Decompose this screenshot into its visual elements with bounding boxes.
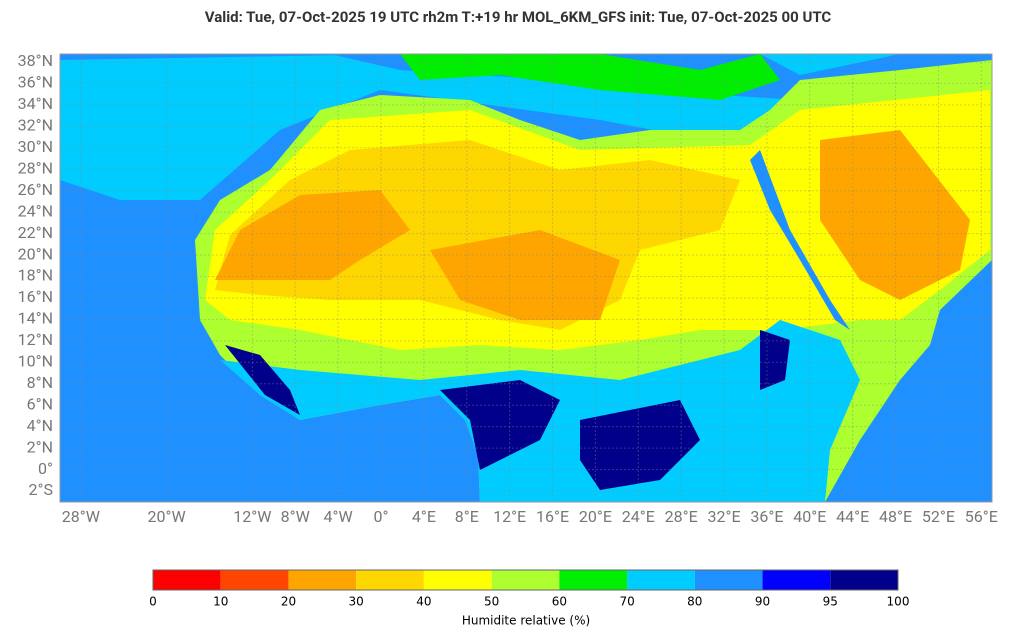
lat-label: 16°N — [18, 287, 53, 306]
lon-label: 36°E — [750, 507, 783, 526]
lat-label: 2°S — [29, 480, 53, 499]
lon-label: 56°E — [965, 507, 998, 526]
lat-label: 38°N — [18, 51, 53, 70]
lon-label: 20°W — [148, 507, 186, 526]
lon-label: 16°E — [536, 507, 569, 526]
lon-label: 48°E — [879, 507, 912, 526]
very-dry — [215, 130, 970, 320]
colorbar-segment — [830, 570, 898, 590]
colorbar-tick-label: 0 — [149, 595, 157, 609]
red-sea — [750, 150, 850, 330]
lat-label: 18°N — [18, 266, 53, 285]
lat-label: 4°N — [27, 416, 53, 435]
map — [59, 53, 993, 503]
lat-label: 36°N — [18, 73, 53, 92]
colorbar-tick-label: 20 — [281, 595, 296, 609]
colorbar-segment — [694, 570, 763, 590]
lon-label: 20°E — [579, 507, 612, 526]
lat-label: 34°N — [18, 94, 53, 113]
lon-label: 32°E — [708, 507, 741, 526]
lat-label: 6°N — [27, 394, 53, 413]
lat-label: 14°N — [18, 309, 53, 328]
colorbar-segment — [220, 570, 289, 590]
colorbar-tick-label: 70 — [619, 595, 634, 609]
colorbar-tick-label: 30 — [349, 595, 364, 609]
lon-label: 24°E — [622, 507, 655, 526]
lat-label: 12°N — [18, 330, 53, 349]
colorbar-segment — [559, 570, 628, 590]
colorbar-segment — [356, 570, 424, 590]
saturated — [225, 330, 790, 490]
lat-label: 22°N — [18, 223, 53, 242]
colorbar-segment — [423, 570, 492, 590]
colorbar-tick-label: 100 — [887, 595, 910, 609]
lat-label: 20°N — [18, 244, 53, 263]
lat-label: 8°N — [27, 373, 53, 392]
lon-label: 44°E — [836, 507, 869, 526]
axes: 38°N 36°N 34°N 32°N 30°N 28°N 26°N 24°N 22°N 20°N… — [18, 51, 998, 526]
lon-label: 28°W — [62, 507, 100, 526]
colorbar-tick-label: 10 — [213, 595, 228, 609]
colorbar-tick-label: 95 — [823, 595, 838, 609]
lat-label: 24°N — [18, 201, 53, 220]
lat-label: 32°N — [18, 116, 53, 135]
lon-label: 12°W — [233, 507, 271, 526]
title: Valid: Tue, 07-Oct-2025 19 UTC rh2m T:+1… — [205, 8, 832, 26]
lon-label: 4°E — [412, 507, 436, 526]
lat-label: 10°N — [18, 352, 53, 371]
lat-label: 30°N — [18, 137, 53, 156]
lat-label: 2°N — [27, 437, 53, 456]
lon-label: 12°E — [493, 507, 526, 526]
colorbar-segment — [627, 570, 695, 590]
colorbar-label: Humidite relative (%) — [462, 614, 590, 628]
colorbar-segment — [762, 570, 831, 590]
lat-label: 26°N — [18, 180, 53, 199]
colorbar-tick-label: 50 — [484, 595, 499, 609]
lat-label: 28°N — [18, 158, 53, 177]
lon-label: 0° — [374, 507, 389, 526]
lon-label: 28°E — [665, 507, 698, 526]
colorbar: 0 10 20 30 40 50 60 70 80 90 95 100 — [149, 569, 910, 609]
colorbar-tick-label: 40 — [416, 595, 431, 609]
colorbar-frame — [152, 569, 899, 591]
colorbar-tick-label: 90 — [755, 595, 770, 609]
colorbar-segment — [153, 570, 221, 590]
lon-label: 8°E — [455, 507, 479, 526]
lon-label: 40°E — [793, 507, 826, 526]
colorbar-segment — [491, 570, 560, 590]
colorbar-tick-label: 60 — [552, 595, 567, 609]
lat-label: 0° — [38, 459, 53, 478]
map-frame — [59, 53, 993, 503]
lon-label: 4°W — [324, 507, 353, 526]
colorbar-segment — [288, 570, 357, 590]
europe — [400, 54, 780, 100]
lon-label: 8°W — [281, 507, 310, 526]
lon-label: 52°E — [922, 507, 955, 526]
colorbar-tick-label: 80 — [687, 595, 702, 609]
